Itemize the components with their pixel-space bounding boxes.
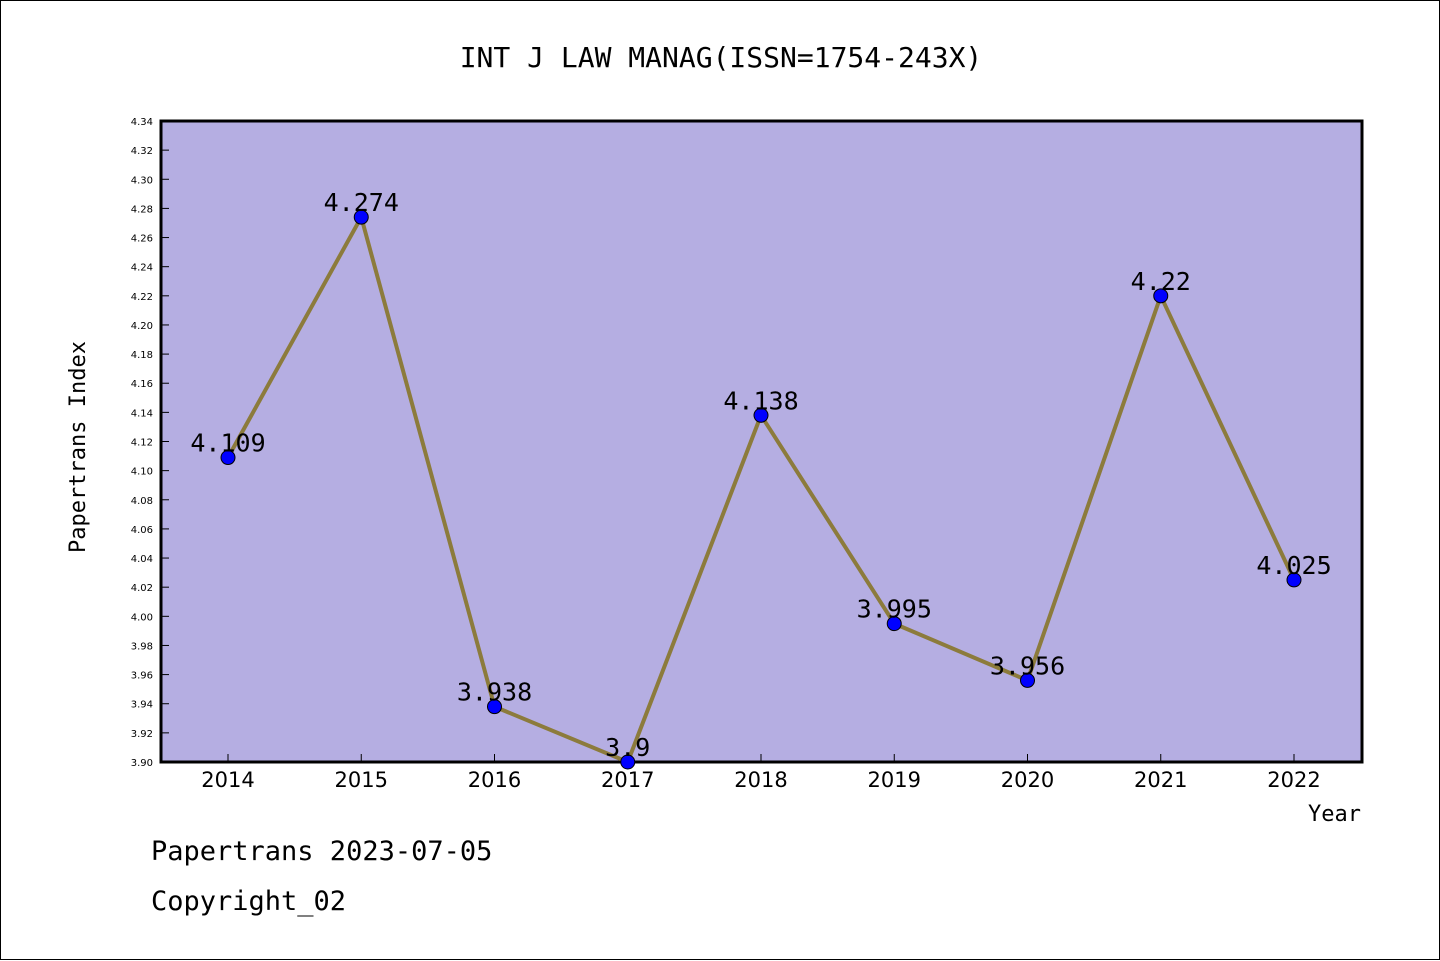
- y-tick-label: 4.26: [131, 234, 153, 245]
- y-tick-label: 4.22: [131, 292, 153, 303]
- x-axis-ticks: 2014 2015 2016 2017 2018 2019 2020 2021 2022: [201, 754, 1321, 792]
- y-tick-label: 3.90: [131, 758, 153, 769]
- plot-area: [159, 119, 1364, 764]
- y-tick-label: 4.32: [131, 146, 153, 157]
- y-tick-label: 3.94: [131, 700, 153, 711]
- data-label: 4.025: [1256, 551, 1331, 580]
- x-tick-label: 2018: [734, 768, 787, 792]
- y-tick-label: 4.14: [131, 408, 153, 419]
- data-point: [220, 450, 236, 466]
- y-tick-label: 4.02: [131, 583, 153, 594]
- footer-date: Papertrans 2023-07-05: [151, 836, 493, 867]
- data-label: 3.995: [857, 595, 932, 624]
- y-tick-label: 4.20: [131, 321, 153, 332]
- y-tick-label: 4.24: [131, 263, 153, 274]
- data-points: [220, 209, 1302, 770]
- data-point: [353, 209, 369, 225]
- x-tick-label: 2016: [468, 768, 521, 792]
- data-point: [753, 407, 769, 423]
- y-tick-label: 4.30: [131, 175, 153, 186]
- y-tick-label: 4.10: [131, 467, 153, 478]
- data-point: [886, 616, 902, 632]
- y-tick-label: 4.04: [131, 554, 153, 565]
- y-tick-label: 3.96: [131, 671, 153, 682]
- x-axis-label: Year: [1308, 802, 1361, 827]
- y-tick-label: 4.00: [131, 612, 153, 623]
- data-label: 3.956: [990, 651, 1065, 680]
- data-point: [1286, 572, 1302, 588]
- y-axis-label: Papertrans Index: [66, 341, 91, 553]
- data-point: [1020, 672, 1035, 688]
- data-label: 4.109: [190, 429, 265, 458]
- data-label: 3.938: [457, 678, 532, 707]
- chart-title: INT J LAW MANAG(ISSN=1754-243X): [460, 41, 983, 74]
- data-point: [487, 699, 502, 715]
- y-tick-label: 4.18: [131, 350, 153, 361]
- y-tick-label: 4.12: [131, 438, 153, 449]
- y-tick-label: 4.28: [131, 204, 153, 215]
- y-axis-ticks: 3.90 3.92 3.94 3.96 3.98 4.00 4.02 4.04 4.06 4.08…: [131, 117, 169, 769]
- data-labels: 4.109 4.274 3.938 3.9 4.138 3.995 3.956 4.22 4.0…: [190, 188, 1331, 762]
- y-tick-label: 3.92: [131, 729, 153, 740]
- x-tick-label: 2020: [1001, 768, 1054, 792]
- x-tick-label: 2014: [201, 768, 254, 792]
- x-tick-label: 2021: [1134, 768, 1187, 792]
- y-tick-label: 4.06: [131, 525, 153, 536]
- x-tick-label: 2015: [335, 768, 388, 792]
- footer-copyright: Copyright_02: [151, 886, 347, 917]
- y-tick-label: 4.16: [131, 379, 153, 390]
- y-tick-label: 4.34: [131, 117, 153, 128]
- data-label: 3.9: [605, 733, 650, 762]
- y-tick-label: 4.08: [131, 496, 153, 507]
- data-label: 4.274: [324, 188, 399, 217]
- data-point: [620, 754, 636, 770]
- x-tick-label: 2019: [868, 768, 921, 792]
- data-label: 4.22: [1131, 267, 1191, 296]
- y-tick-label: 3.98: [131, 641, 153, 652]
- data-label: 4.138: [723, 386, 798, 415]
- data-point: [1153, 288, 1169, 304]
- x-tick-label: 2017: [601, 768, 654, 792]
- x-tick-label: 2022: [1267, 768, 1320, 792]
